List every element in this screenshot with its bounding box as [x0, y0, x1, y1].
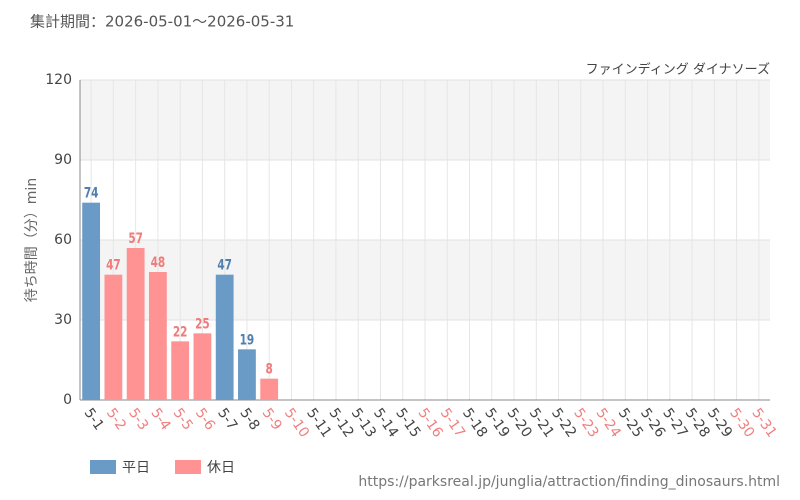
data-label: 74: [84, 185, 99, 201]
bar: [215, 274, 234, 400]
data-label: 25: [195, 316, 210, 332]
x-tick-label: 5-3: [125, 405, 151, 433]
x-tick-label: 5-6: [192, 405, 218, 433]
bar: [126, 248, 145, 400]
legend-swatch: [175, 460, 201, 474]
data-label: 57: [128, 231, 143, 247]
x-tick-label: 5-9: [259, 405, 285, 433]
bar: [171, 341, 190, 400]
data-label: 48: [151, 255, 166, 271]
y-tick-label: 60: [54, 232, 72, 248]
bar: [104, 274, 123, 400]
legend-swatch: [90, 460, 116, 474]
legend-label: 休日: [207, 460, 235, 476]
y-tick-label: 120: [45, 72, 72, 88]
bar: [82, 202, 101, 400]
bar: [238, 349, 256, 400]
x-tick-label: 5-8: [236, 405, 262, 433]
data-label: 47: [106, 257, 121, 273]
x-tick-label: 5-4: [147, 405, 173, 433]
y-tick-label: 90: [54, 152, 72, 168]
y-tick-label: 30: [54, 312, 72, 328]
y-axis-label: 待ち時間（分）min: [24, 178, 40, 302]
bar: [149, 272, 167, 400]
x-tick-label: 5-31: [748, 405, 779, 440]
data-label: 19: [240, 332, 255, 348]
chart-title: ファインディング ダイナソーズ: [586, 62, 770, 78]
x-tick-label: 5-7: [214, 405, 240, 433]
data-label: 8: [266, 361, 273, 377]
bar: [193, 333, 212, 400]
legend-label: 平日: [122, 460, 150, 476]
data-label: 47: [217, 257, 232, 273]
chart-subtitle: 集計期間：2026-05-01～2026-05-31: [30, 13, 294, 31]
x-tick-label: 5-1: [81, 405, 107, 433]
data-label: 22: [173, 324, 188, 340]
bar: [260, 378, 279, 400]
x-tick-label: 5-5: [170, 405, 196, 433]
source-url: https://parksreal.jp/junglia/attraction/…: [358, 474, 780, 490]
y-tick-label: 0: [63, 392, 72, 408]
x-tick-label: 5-2: [103, 405, 129, 433]
